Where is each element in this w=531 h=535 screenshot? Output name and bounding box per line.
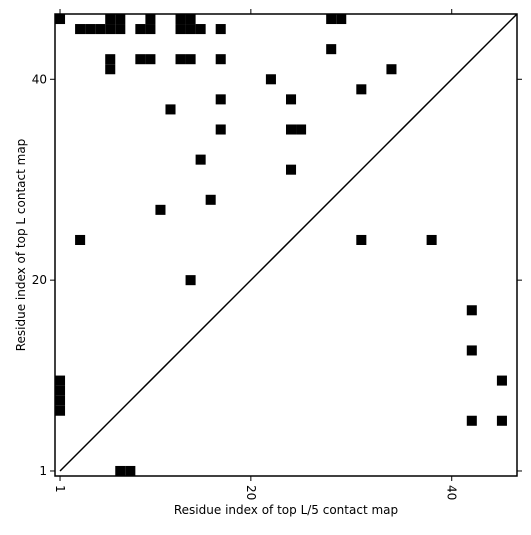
- y-axis-label: Residue index of top L contact map: [14, 139, 28, 352]
- contact-cell: [265, 74, 276, 85]
- contact-cell: [215, 124, 226, 135]
- contact-cell: [356, 84, 367, 95]
- contact-cell: [55, 405, 66, 416]
- contact-cell: [55, 14, 66, 25]
- contact-cell: [105, 54, 116, 65]
- contact-cell: [185, 275, 196, 286]
- contact-cell: [205, 194, 216, 205]
- x-axis-label: Residue index of top L/5 contact map: [174, 503, 398, 517]
- contact-cell: [185, 24, 196, 35]
- contact-cell: [185, 14, 196, 25]
- contact-cell: [105, 24, 116, 35]
- contact-cell: [75, 234, 86, 245]
- contact-cell: [326, 14, 337, 25]
- x-tick-label: 40: [445, 485, 459, 500]
- contact-cell: [145, 24, 156, 35]
- contact-cell: [135, 24, 146, 35]
- contact-cell: [135, 54, 146, 65]
- contact-cell: [336, 14, 347, 25]
- contact-cell: [155, 204, 166, 215]
- contact-cell: [326, 44, 337, 55]
- contact-cell: [195, 154, 206, 165]
- contact-cell: [115, 465, 126, 476]
- contact-cell: [195, 24, 206, 35]
- contact-cell: [105, 64, 116, 75]
- y-tick-label: 40: [32, 72, 47, 86]
- contact-cell: [426, 234, 437, 245]
- contact-cell: [215, 24, 226, 35]
- contact-cell: [165, 104, 176, 115]
- contact-cell: [296, 124, 307, 135]
- contact-cell: [286, 164, 297, 175]
- contact-cell: [105, 14, 116, 25]
- y-tick-label: 1: [39, 464, 47, 478]
- contact-cell: [55, 385, 66, 396]
- contact-cell: [175, 54, 186, 65]
- contact-cell: [185, 54, 196, 65]
- contact-cell: [466, 345, 477, 356]
- contact-cell: [145, 14, 156, 25]
- contact-cell: [55, 375, 66, 386]
- contact-cell: [496, 415, 507, 426]
- contact-cell: [386, 64, 397, 75]
- x-tick-label: 20: [244, 485, 258, 500]
- contact-cell: [215, 54, 226, 65]
- contact-cell: [55, 395, 66, 406]
- contact-cell: [356, 234, 367, 245]
- contact-cell: [496, 375, 507, 386]
- contact-cell: [175, 14, 186, 25]
- contact-cell: [215, 94, 226, 105]
- contact-cell: [115, 14, 126, 25]
- plot-frame: [54, 13, 518, 477]
- contact-cell: [75, 24, 86, 35]
- diagonal: [59, 13, 518, 472]
- contact-cell: [466, 305, 477, 316]
- x-tick-label: 1: [53, 485, 67, 493]
- y-tick-label: 20: [32, 273, 47, 287]
- contact-cell: [175, 24, 186, 35]
- contact-cell: [85, 24, 96, 35]
- contact-cell: [115, 24, 126, 35]
- contact-cell: [466, 415, 477, 426]
- contact-cell: [95, 24, 106, 35]
- contact-cell: [125, 465, 136, 476]
- contact-cell: [286, 94, 297, 105]
- contact-cell: [145, 54, 156, 65]
- contact-cell: [286, 124, 297, 135]
